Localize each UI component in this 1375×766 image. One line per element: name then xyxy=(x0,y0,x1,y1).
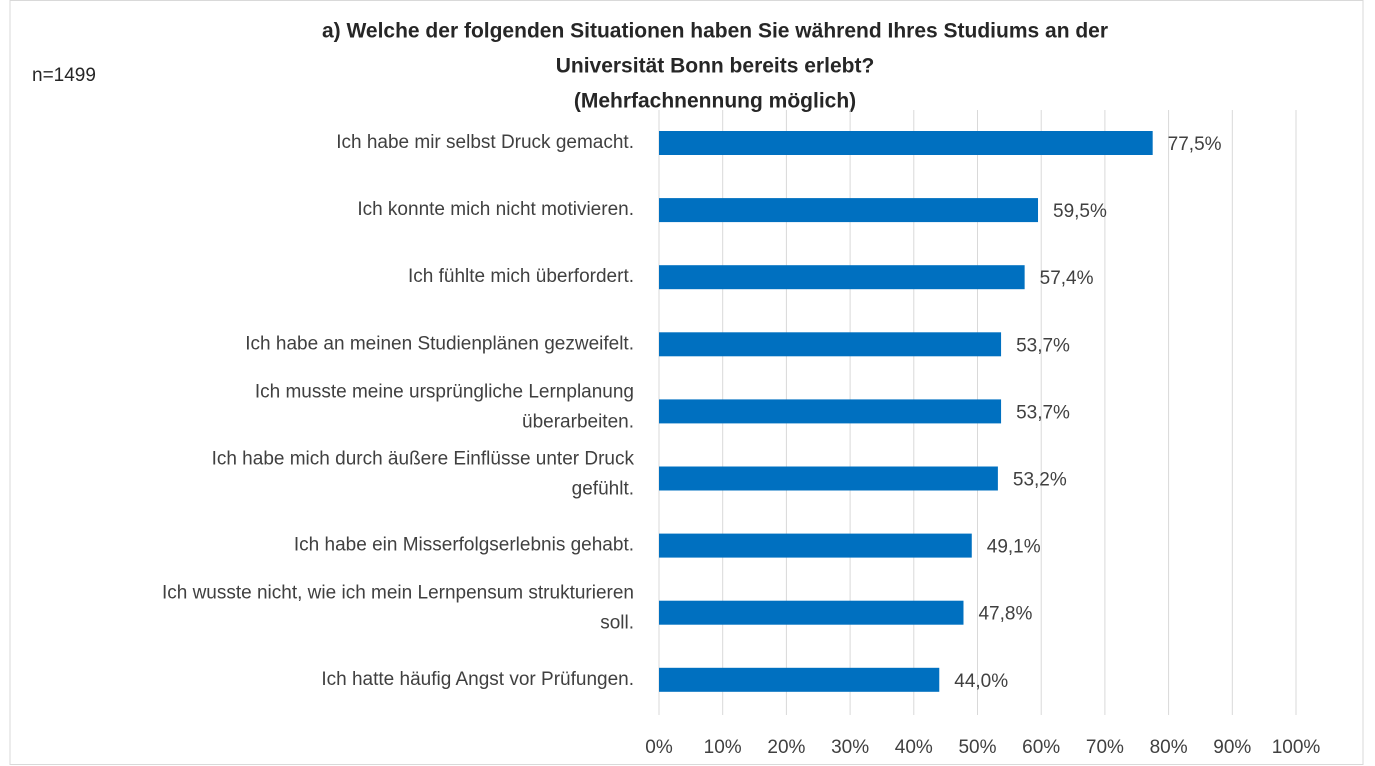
x-tick-label: 40% xyxy=(895,737,933,758)
x-tick-label: 20% xyxy=(767,737,805,758)
bar xyxy=(659,600,964,625)
y-tick-label: Ich fühlte mich überfordert. xyxy=(408,266,634,287)
chart-title: (Mehrfachnennung möglich) xyxy=(574,90,856,113)
bar xyxy=(659,332,1002,357)
y-tick-label: Ich wusste nicht, wie ich mein Lernpensu… xyxy=(162,583,634,604)
bar xyxy=(659,131,1153,155)
chart-title: Universität Bonn bereits erlebt? xyxy=(556,55,875,78)
x-tick-label: 30% xyxy=(831,737,869,758)
y-tick-label: gefühlt. xyxy=(572,479,634,500)
y-tick-label: Ich konnte mich nicht motivieren. xyxy=(357,199,634,220)
y-tick-label: Ich habe ein Misserfolgserlebnis gehabt. xyxy=(294,535,634,556)
bar xyxy=(659,399,1002,424)
sample-size: n=1499 xyxy=(32,65,96,86)
x-tick-label: 60% xyxy=(1022,737,1060,758)
data-label: 53,7% xyxy=(1016,335,1070,356)
bar xyxy=(659,265,1025,290)
x-tick-label: 10% xyxy=(704,737,742,758)
x-tick-label: 100% xyxy=(1272,737,1321,758)
y-tick-label: soll. xyxy=(600,613,634,634)
x-tick-label: 90% xyxy=(1213,737,1251,758)
chart-title: a) Welche der folgenden Situationen habe… xyxy=(322,20,1108,43)
x-tick-label: 0% xyxy=(645,737,673,758)
x-tick-label: 50% xyxy=(958,737,996,758)
bar xyxy=(659,667,940,692)
x-tick-label: 80% xyxy=(1150,737,1188,758)
bar xyxy=(659,533,972,558)
y-tick-label: Ich habe mich durch äußere Einflüsse unt… xyxy=(212,449,635,470)
x-tick-label: 70% xyxy=(1086,737,1124,758)
y-tick-label: Ich habe mir selbst Druck gemacht. xyxy=(336,132,634,153)
data-label: 49,1% xyxy=(987,537,1041,558)
data-label: 59,5% xyxy=(1053,201,1107,222)
data-label: 44,0% xyxy=(954,671,1008,692)
y-tick-label: überarbeiten. xyxy=(522,411,634,432)
data-label: 77,5% xyxy=(1168,134,1222,155)
y-tick-label: Ich hatte häufig Angst vor Prüfungen. xyxy=(321,669,634,690)
data-label: 57,4% xyxy=(1040,268,1094,289)
chart-frame xyxy=(9,0,1364,765)
data-label: 53,7% xyxy=(1016,402,1070,423)
y-tick-label: Ich musste meine ursprüngliche Lernplanu… xyxy=(255,381,634,402)
bar xyxy=(659,466,998,491)
y-tick-label: Ich habe an meinen Studienplänen gezweif… xyxy=(245,333,634,354)
bar xyxy=(659,198,1039,223)
data-label: 47,8% xyxy=(978,604,1032,625)
data-label: 53,2% xyxy=(1013,470,1067,491)
